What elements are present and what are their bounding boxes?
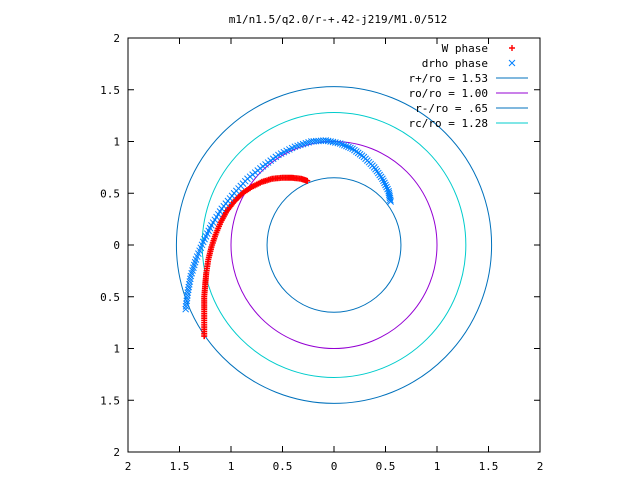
axis-ticks: 2 1.5 1 0.5 0 0.5 1 1.5 221.510.500.511.52 <box>100 32 543 473</box>
drho-phase-point <box>184 286 192 294</box>
reference-circles <box>175 86 493 404</box>
drho-phase-point <box>382 181 389 189</box>
drho-phase-point <box>186 278 194 285</box>
drho-phase-point <box>182 303 190 310</box>
drho-phase-point <box>334 139 342 147</box>
data-points <box>182 137 395 340</box>
drho-phase-point <box>183 300 190 308</box>
point-series <box>182 137 395 313</box>
drho-phase-point <box>185 280 193 288</box>
drho-phase-point <box>182 305 190 313</box>
legend-swatch <box>509 45 515 51</box>
y-tick-label: 0.5 <box>100 187 120 200</box>
x-tick-label: 1.5 <box>170 460 190 473</box>
reference-circle <box>266 177 402 313</box>
legend-label: r+/ro = 1.53 <box>409 72 488 85</box>
drho-phase-point <box>384 185 391 193</box>
y-tick-label: 2 <box>113 446 120 459</box>
y-tick-label: 0.5 <box>100 291 120 304</box>
drho-phase-point <box>379 175 386 183</box>
y-tick-label: 1 <box>113 136 120 149</box>
x-tick-label: 2 <box>125 460 132 473</box>
reference-circle <box>230 141 438 349</box>
chart-title: m1/n1.5/q2.0/r-+.42-j219/M1.0/512 <box>229 13 448 26</box>
reference-circle <box>201 112 467 378</box>
drho-phase-point <box>383 183 390 191</box>
x-tick-label: 2 <box>537 460 544 473</box>
x-tick-label: 0.5 <box>376 460 396 473</box>
point-series <box>201 174 311 340</box>
x-tick-label: 0 <box>331 460 338 473</box>
drho-phase-point <box>380 177 387 185</box>
drho-phase-point <box>183 297 191 305</box>
drho-phase-point <box>338 141 346 148</box>
legend-label: rc/ro = 1.28 <box>409 117 488 130</box>
x-tick-label: 1 <box>228 460 235 473</box>
y-tick-label: 1 <box>113 343 120 356</box>
legend: W phase drho phase r+/ro = 1.53 ro/ro = 1.0… <box>409 42 528 130</box>
drho-phase-point <box>347 144 354 152</box>
y-tick-label: 1.5 <box>100 84 120 97</box>
y-tick-label: 2 <box>113 32 120 45</box>
y-tick-label: 1.5 <box>100 394 120 407</box>
drho-phase-point <box>186 275 194 283</box>
plot-frame <box>127 37 541 453</box>
drho-phase-point <box>386 196 394 204</box>
legend-label: r-/ro = .65 <box>415 102 488 115</box>
drho-phase-point <box>343 142 350 150</box>
x-tick-label: 1 <box>434 460 441 473</box>
drho-phase-point <box>345 143 352 151</box>
drho-phase-point <box>184 289 192 296</box>
legend-swatch <box>508 59 516 67</box>
legend-label: ro/ro = 1.00 <box>409 87 488 100</box>
drho-phase-point <box>381 179 388 187</box>
reference-circle <box>175 86 493 404</box>
drho-phase-point <box>183 294 191 302</box>
legend-label: W phase <box>442 42 488 55</box>
w-phase-point <box>304 177 311 184</box>
drho-phase-point <box>185 283 193 291</box>
drho-phase-point <box>340 141 348 149</box>
drho-phase-point <box>184 292 191 299</box>
y-tick-label: 0 <box>113 239 120 252</box>
drho-phase-point <box>387 198 395 205</box>
x-tick-label: 0.5 <box>273 460 293 473</box>
x-tick-label: 1.5 <box>479 460 499 473</box>
legend-label: drho phase <box>422 57 488 70</box>
drho-phase-point <box>336 140 344 147</box>
